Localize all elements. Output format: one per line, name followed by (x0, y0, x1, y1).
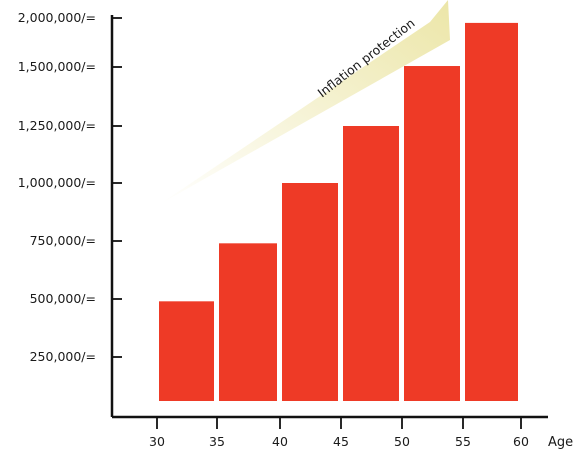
x-axis-tick-label: 40 (272, 434, 288, 449)
x-axis-tick-label: 30 (149, 434, 165, 449)
x-axis-tick-label: 35 (209, 434, 225, 449)
y-axis-tick-label: 2,000,000/= (18, 10, 96, 25)
axes-group: 250,000/= 500,000/= 750,000/= 1,000,000/= 1,… (18, 10, 573, 450)
bar-55-60 (465, 22, 518, 402)
bars-group (159, 22, 518, 402)
y-axis-tick-label: 750,000/= (30, 233, 96, 248)
y-axis-tick-label: 1,000,000/= (18, 175, 96, 190)
y-axis-tick-label: 250,000/= (30, 349, 96, 364)
y-axis-ticks: 250,000/= 500,000/= 750,000/= 1,000,000/= 1,… (18, 10, 122, 364)
bar-40-45 (282, 183, 338, 401)
x-axis-tick-label: 45 (333, 434, 349, 449)
x-axis-tick-label: 50 (394, 434, 410, 449)
y-axis-tick-label: 1,500,000/= (18, 59, 96, 74)
x-axis-title: Age (548, 435, 573, 450)
bar-30-35 (159, 301, 214, 401)
y-axis-tick-label: 1,250,000/= (18, 118, 96, 133)
bar-35-40 (219, 243, 277, 401)
bar-50-55 (404, 66, 460, 402)
y-axis-tick-label: 500,000/= (30, 291, 96, 306)
x-axis-ticks: 30 35 40 45 50 55 60 (149, 417, 529, 449)
x-axis-tick-label: 55 (455, 434, 471, 449)
bar-45-50 (343, 126, 399, 401)
x-axis-tick-label: 60 (513, 434, 529, 449)
